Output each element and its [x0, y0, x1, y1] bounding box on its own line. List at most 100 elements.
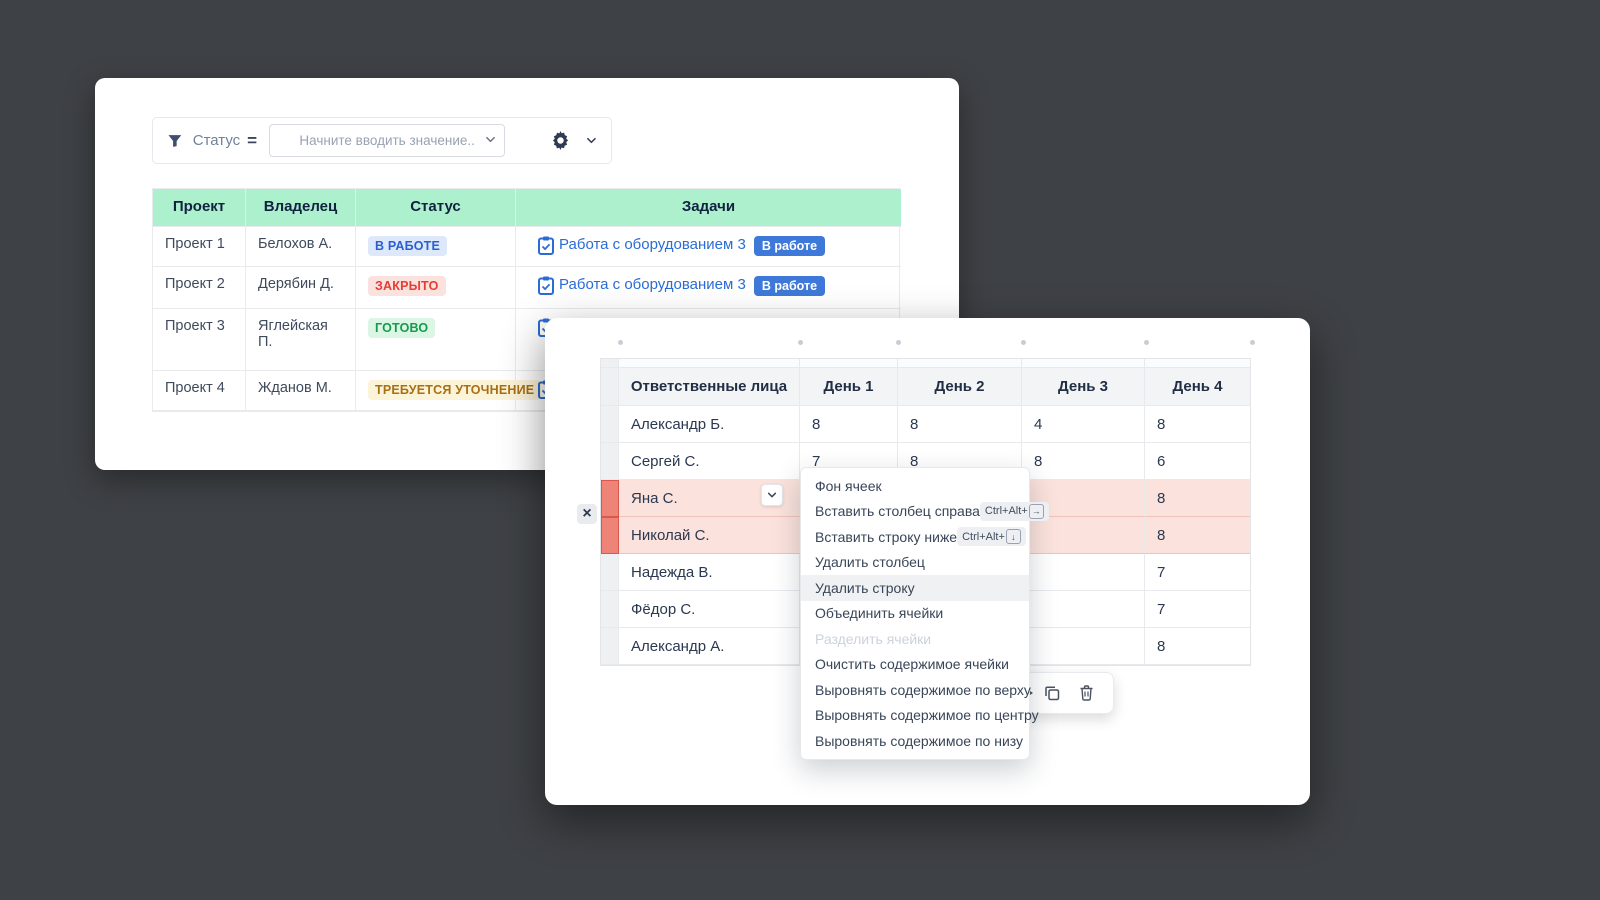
row-gutter-selected[interactable] — [601, 517, 619, 554]
value-cell[interactable]: 8 — [1022, 443, 1145, 480]
projects-table: Проект Владелец Статус Задачи Проект 1 Б… — [152, 188, 901, 412]
menu-item-delete-column[interactable]: Удалить столбец — [801, 550, 1029, 576]
hidden-action-icon[interactable] — [1027, 689, 1033, 697]
value-cell[interactable]: 7 — [1145, 554, 1250, 591]
column-strip — [898, 359, 1022, 368]
row-gutter[interactable] — [601, 443, 619, 480]
menu-item-label: Очистить содержимое ячейки — [815, 656, 1009, 673]
menu-item-label: Выровнять содержимое по центру — [815, 707, 1039, 724]
project-cell[interactable]: Проект 4 — [153, 371, 246, 411]
copy-button[interactable] — [1039, 680, 1065, 706]
column-handle-dot[interactable] — [618, 340, 623, 345]
column-header-day2[interactable]: День 2 — [898, 368, 1022, 406]
trash-icon — [1080, 685, 1092, 701]
value-cell[interactable]: 8 — [1145, 517, 1250, 554]
column-header-day3[interactable]: День 3 — [1022, 368, 1145, 406]
task-status-badge: В работе — [753, 236, 826, 256]
owner-cell[interactable]: Жданов М. — [246, 371, 356, 411]
filter-value-input[interactable]: Начните вводить значение.. — [269, 124, 506, 157]
person-cell[interactable]: Александр Б. — [619, 406, 800, 443]
status-cell[interactable]: В РАБОТЕ — [356, 227, 516, 267]
value-cell[interactable]: 4 — [1022, 406, 1145, 443]
column-header-tasks[interactable]: Задачи — [516, 189, 901, 227]
row-gutter[interactable] — [601, 591, 619, 628]
column-header-day1[interactable]: День 1 — [800, 368, 898, 406]
menu-item-label: Выровнять содержимое по верху — [815, 681, 1031, 698]
owner-cell[interactable]: Белохов А. — [246, 227, 356, 267]
chevron-down-icon — [767, 492, 777, 498]
project-cell[interactable]: Проект 1 — [153, 227, 246, 267]
value-cell[interactable] — [1022, 628, 1145, 665]
column-handle-dot[interactable] — [1021, 340, 1026, 345]
filter-settings-button[interactable] — [551, 131, 570, 150]
menu-item-align-bottom[interactable]: Выровнять содержимое по низу — [801, 728, 1029, 754]
tasks-cell[interactable]: Работа с оборудованием 3 В работе — [516, 227, 901, 267]
delete-button[interactable] — [1073, 680, 1099, 706]
cell-dropdown-button[interactable] — [761, 484, 783, 506]
column-header-day4[interactable]: День 4 — [1145, 368, 1250, 406]
row-gutter[interactable] — [601, 628, 619, 665]
task-clipboard-icon — [538, 236, 554, 255]
menu-item-delete-row[interactable]: Удалить строку — [801, 575, 1029, 601]
person-cell[interactable]: Яна С. — [619, 480, 800, 517]
owner-cell[interactable]: Яглейская П. — [246, 309, 356, 371]
row-gutter-selected[interactable] — [601, 480, 619, 517]
row-gutter[interactable] — [601, 554, 619, 591]
menu-item-insert-row-below[interactable]: Вставить строку ниже Ctrl+Alt+ ↓ — [801, 524, 1029, 550]
menu-item-split-cells: Разделить ячейки — [801, 626, 1029, 652]
column-handle-dot[interactable] — [798, 340, 803, 345]
person-cell[interactable]: Александр А. — [619, 628, 800, 665]
close-icon[interactable]: × — [577, 504, 597, 524]
menu-item-cell-background[interactable]: Фон ячеек — [801, 473, 1029, 499]
value-cell[interactable]: 6 — [1145, 443, 1250, 480]
task-link[interactable]: Работа с оборудованием 3 — [559, 276, 746, 293]
status-badge: ГОТОВО — [368, 318, 436, 338]
value-cell[interactable]: 8 — [1145, 628, 1250, 665]
column-handle-dot[interactable] — [1144, 340, 1149, 345]
menu-item-align-center[interactable]: Выровнять содержимое по центру — [801, 703, 1039, 729]
column-header-owner[interactable]: Владелец — [246, 189, 356, 227]
chevron-down-icon — [486, 136, 496, 143]
person-cell[interactable]: Сергей С. — [619, 443, 800, 480]
status-cell[interactable]: ЗАКРЫТО — [356, 267, 516, 309]
status-cell[interactable]: ГОТОВО — [356, 309, 516, 371]
column-strip — [800, 359, 898, 368]
status-cell[interactable]: ТРЕБУЕТСЯ УТОЧНЕНИЕ — [356, 371, 542, 411]
person-cell[interactable]: Фёдор С. — [619, 591, 800, 628]
value-cell[interactable]: 7 — [1145, 591, 1250, 628]
column-handle-dot[interactable] — [896, 340, 901, 345]
column-header-status[interactable]: Статус — [356, 189, 516, 227]
value-cell[interactable] — [1022, 554, 1145, 591]
shortcut-badge: Ctrl+Alt+ ↓ — [957, 527, 1026, 547]
column-handle-dot[interactable] — [1250, 340, 1255, 345]
menu-item-label: Разделить ячейки — [815, 630, 932, 647]
column-header-people[interactable]: Ответственные лица — [619, 368, 800, 406]
menu-item-label: Удалить строку — [815, 579, 915, 596]
value-cell[interactable] — [1022, 517, 1145, 554]
chevron-down-icon[interactable] — [586, 135, 597, 146]
project-cell[interactable]: Проект 2 — [153, 267, 246, 309]
tasks-cell[interactable]: Работа с оборудованием 3 В работе — [516, 267, 901, 309]
value-cell[interactable]: 8 — [800, 406, 898, 443]
column-header-project[interactable]: Проект — [153, 189, 246, 227]
shortcut-text: Ctrl+Alt+ — [962, 530, 1005, 543]
menu-item-merge-cells[interactable]: Объединить ячейки — [801, 601, 1029, 627]
menu-item-insert-column-right[interactable]: Вставить столбец справа Ctrl+Alt+ → — [801, 499, 1049, 525]
owner-cell[interactable]: Дерябин Д. — [246, 267, 356, 309]
menu-item-label: Объединить ячейки — [815, 605, 944, 622]
value-cell[interactable]: 8 — [898, 406, 1022, 443]
project-cell[interactable]: Проект 3 — [153, 309, 246, 371]
menu-item-align-top[interactable]: Выровнять содержимое по верху — [801, 677, 1031, 703]
value-cell[interactable]: 8 — [1145, 406, 1250, 443]
person-cell[interactable]: Надежда В. — [619, 554, 800, 591]
menu-item-clear-cell-content[interactable]: Очистить содержимое ячейки — [801, 652, 1029, 678]
filter-field-label: Статус — [192, 132, 241, 149]
value-cell[interactable] — [1022, 591, 1145, 628]
task-status-badge: В работе — [753, 276, 826, 296]
task-link[interactable]: Работа с оборудованием 3 — [559, 236, 746, 253]
row-gutter[interactable] — [601, 406, 619, 443]
column-strip — [1145, 359, 1250, 368]
value-cell[interactable]: 8 — [1145, 480, 1250, 517]
person-cell[interactable]: Николай С. — [619, 517, 800, 554]
